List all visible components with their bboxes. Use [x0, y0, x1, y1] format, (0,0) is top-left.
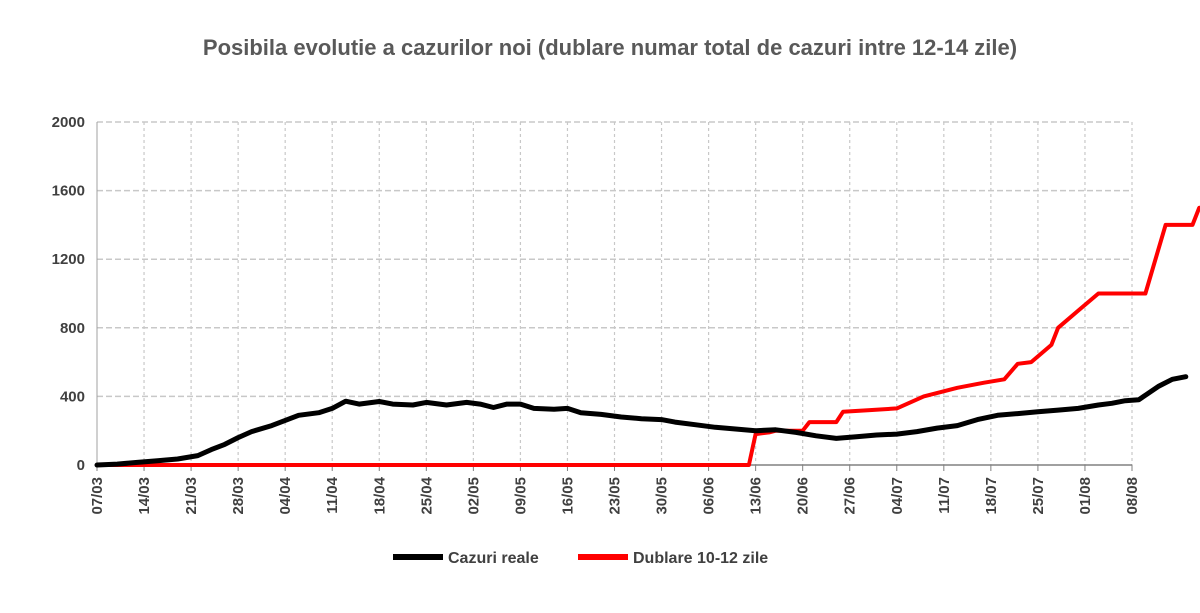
x-tick-label: 08/08 — [1124, 477, 1141, 515]
x-tick-label: 14/03 — [136, 477, 153, 515]
series-layer — [94, 205, 1200, 468]
legend-label-dublare: Dublare 10-12 zile — [633, 550, 768, 567]
x-tick-label: 18/07 — [983, 477, 1000, 515]
series-line-cazuri-reale — [94, 374, 1189, 468]
x-tick-label: 25/07 — [1030, 477, 1047, 515]
x-tick-label: 21/03 — [183, 477, 200, 515]
x-tick-label: 13/06 — [748, 477, 765, 515]
x-tick-label: 18/04 — [371, 476, 388, 514]
x-tick-label: 25/04 — [418, 476, 435, 514]
x-tick-label: 06/06 — [701, 477, 718, 515]
legend: Cazuri reale Dublare 10-12 zile — [393, 550, 768, 567]
y-tick-label: 800 — [60, 320, 85, 337]
x-tick-label: 01/08 — [1077, 477, 1094, 515]
x-tick-label: 07/03 — [89, 477, 106, 515]
x-tick-label: 30/05 — [654, 477, 671, 515]
x-tick-label: 02/05 — [465, 477, 482, 515]
chart-title: Posibila evolutie a cazurilor noi (dubla… — [202, 35, 1018, 60]
y-tick-label: 1200 — [52, 251, 85, 268]
y-tick-label: 400 — [60, 388, 85, 405]
x-tick-label: 11/04 — [324, 476, 341, 513]
x-tick-label: 16/05 — [559, 477, 576, 515]
x-tick-label: 23/05 — [607, 477, 624, 515]
grid-layer — [97, 121, 1133, 465]
x-tick-label: 20/06 — [795, 477, 812, 515]
y-tick-label: 0 — [77, 457, 85, 474]
x-tick-label: 04/07 — [889, 477, 906, 515]
axis-layer: 0 400 800 1200 1600 2000 07/03 14/03 21/03 28/03 0… — [52, 114, 1141, 515]
x-tick-label: 11/07 — [936, 477, 953, 514]
y-tick-label: 1600 — [52, 183, 85, 200]
x-tick-label: 04/04 — [277, 476, 294, 514]
x-tick-label: 28/03 — [230, 477, 247, 515]
x-tick-label: 09/05 — [512, 477, 529, 515]
x-tick-label: 27/06 — [842, 477, 859, 515]
legend-label-cazuri-reale: Cazuri reale — [448, 550, 539, 567]
y-tick-label: 2000 — [52, 114, 85, 131]
